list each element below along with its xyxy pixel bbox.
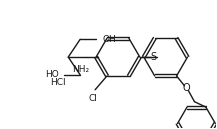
Text: S: S [151,52,157,62]
Text: Cl: Cl [89,94,97,103]
Text: HO: HO [46,70,59,79]
Text: NH₂: NH₂ [72,65,89,74]
Text: O: O [183,83,190,93]
Text: HCl: HCl [50,78,66,87]
Text: OH: OH [102,35,116,44]
